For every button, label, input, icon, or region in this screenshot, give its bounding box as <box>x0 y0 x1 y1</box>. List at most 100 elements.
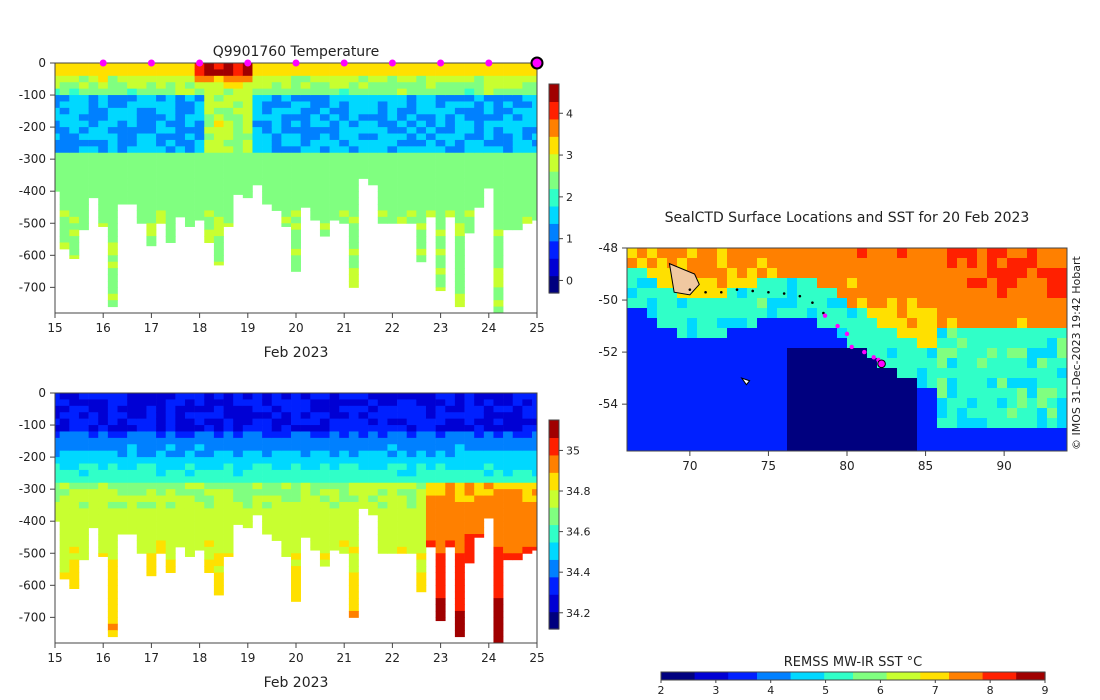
temperature-cell <box>445 146 456 154</box>
salinity-cell <box>397 508 408 516</box>
temperature-cell <box>406 63 417 70</box>
sst-cell <box>837 388 848 399</box>
sst-cell <box>857 328 868 339</box>
salinity-cell <box>368 482 379 490</box>
salinity-cell <box>291 521 301 529</box>
salinity-cell <box>310 399 321 407</box>
sst-cell <box>707 438 718 449</box>
temperature-cell <box>319 197 330 205</box>
temperature-cell <box>532 133 537 141</box>
temperature-cell <box>503 69 514 77</box>
temperature-cell <box>194 75 205 83</box>
salinity-cell <box>387 393 398 400</box>
salinity-cell <box>416 514 427 522</box>
colorbar-segment <box>549 618 559 623</box>
salinity-cell <box>493 566 504 573</box>
sst-cell <box>747 308 758 319</box>
salinity-cell <box>107 437 118 445</box>
temperature-cell <box>281 127 292 135</box>
map-y-tick-label: -48 <box>598 241 618 255</box>
colorbar-segment <box>549 545 559 550</box>
sst-cell <box>827 358 838 369</box>
salinity-cell <box>156 546 167 554</box>
salinity-cell <box>377 476 388 484</box>
salinity-cell <box>368 425 379 432</box>
sst-cell <box>867 428 878 439</box>
salinity-cell <box>454 489 465 497</box>
salinity-cell <box>319 508 330 516</box>
sst-cell <box>827 338 838 349</box>
x-tick-label: 25 <box>529 651 544 665</box>
temperature-cell <box>271 165 282 173</box>
temperature-cell <box>387 120 398 128</box>
salinity-cell <box>416 585 427 593</box>
salinity-cell <box>532 457 537 465</box>
salinity-cell <box>98 437 109 445</box>
temperature-cell <box>425 107 436 115</box>
salinity-cell <box>522 463 533 471</box>
temperature-cell <box>55 127 60 135</box>
temperature-cell <box>416 171 427 179</box>
sst-cell <box>977 438 988 449</box>
sst-cell <box>997 358 1008 369</box>
salinity-cell <box>454 482 465 490</box>
sst-cell <box>627 258 638 269</box>
salinity-cell <box>474 425 485 432</box>
salinity-cell <box>127 431 138 439</box>
sst-cell <box>817 288 828 299</box>
salinity-cell <box>339 508 350 516</box>
sst-cell <box>677 248 688 259</box>
salinity-cell <box>59 393 70 400</box>
salinity-cell <box>512 393 523 400</box>
sst-cell <box>1017 258 1028 269</box>
salinity-cell <box>310 540 321 548</box>
temperature-cell <box>416 236 427 243</box>
temperature-cell <box>416 95 427 102</box>
temperature-cell <box>204 197 215 205</box>
salinity-cell <box>512 489 523 497</box>
salinity-cell <box>435 540 446 548</box>
temperature-cell <box>291 139 301 147</box>
temperature-cell <box>435 197 446 205</box>
temperature-cell <box>464 107 475 115</box>
temperature-cell <box>107 159 118 167</box>
temperature-cell <box>474 69 485 77</box>
salinity-cell <box>127 457 138 465</box>
temperature-cell <box>69 159 80 167</box>
sst-cell <box>757 448 768 451</box>
salinity-cell <box>329 425 340 432</box>
sst-cell <box>867 358 878 369</box>
temperature-cell <box>387 184 398 192</box>
temperature-cell <box>397 146 408 154</box>
salinity-cell <box>425 444 436 452</box>
salinity-cell <box>425 514 436 522</box>
sst-cell <box>1057 308 1067 319</box>
salinity-cell <box>406 546 417 554</box>
salinity-cell <box>493 444 504 452</box>
sst-cell <box>847 298 858 309</box>
sst-colorbar-segment <box>661 672 667 680</box>
colorbar-segment <box>549 622 559 627</box>
sst-cell <box>667 318 678 329</box>
temperature-cell <box>522 107 533 115</box>
salinity-cell <box>165 489 176 497</box>
temperature-cell <box>435 107 446 115</box>
temperature-cell <box>262 165 273 173</box>
track-point <box>782 292 786 295</box>
salinity-cell <box>339 476 350 484</box>
temperature-cell <box>358 159 369 167</box>
sst-cell <box>897 268 908 279</box>
temperature-cell <box>146 165 157 173</box>
colorbar-tick-label: 3 <box>566 149 573 162</box>
salinity-cell <box>281 444 292 452</box>
sst-cell <box>787 308 798 319</box>
temperature-cell <box>107 300 118 308</box>
temperature-cell <box>117 82 128 90</box>
temperature-cell <box>281 63 292 70</box>
salinity-cell <box>281 399 292 407</box>
sst-cell <box>957 348 968 359</box>
temperature-cell <box>184 152 195 160</box>
sst-cell <box>817 278 828 289</box>
temperature-cell <box>377 184 388 192</box>
sst-cell <box>1047 448 1058 451</box>
